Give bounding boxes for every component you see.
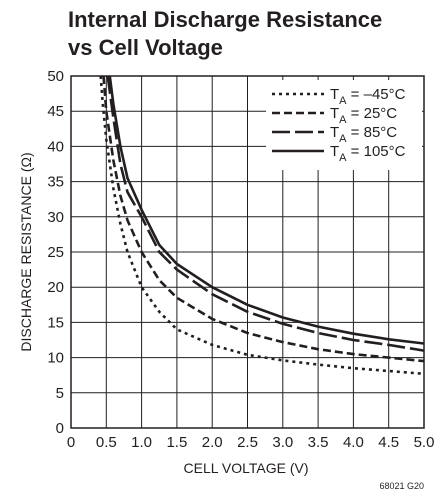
x-axis-ticks: 0 0.5 1.0 1.5 2.0 2.5 3.0 3.5 4.0 4.5 5.0	[67, 434, 435, 451]
chart-title-line-1: Internal Discharge Resistance	[68, 7, 382, 32]
y-tick-label: 20	[47, 279, 64, 296]
x-tick-label: 1.0	[131, 434, 152, 451]
legend: TA = –45°CTA = 25°CTA = 85°CTA = 105°C	[266, 80, 422, 170]
x-tick-label: 4.0	[343, 434, 364, 451]
x-tick-label: 0.5	[96, 434, 117, 451]
legend-label-4: TA = 105°C	[330, 143, 406, 164]
y-tick-label: 40	[47, 138, 64, 155]
y-axis-ticks: 0 5 10 15 20 25 30 35 40 45 50	[47, 68, 64, 437]
y-tick-label: 5	[56, 385, 64, 402]
data-series	[99, 75, 425, 376]
plot-grid	[70, 75, 425, 429]
legend-label-3: TA = 85°C	[330, 124, 397, 145]
y-tick-label: 25	[47, 244, 64, 261]
x-tick-label: 1.5	[166, 434, 187, 451]
x-tick-label: 5.0	[414, 434, 435, 451]
y-tick-label: 10	[47, 350, 64, 367]
y-tick-label: 30	[47, 209, 64, 226]
series-line-1	[99, 75, 425, 376]
plot-frame	[70, 75, 425, 429]
y-tick-label: 0	[56, 420, 64, 437]
y-tick-label: 15	[47, 314, 64, 331]
y-axis-label: DISCHARGE RESISTANCE (Ω)	[18, 152, 34, 351]
x-tick-label: 2.0	[202, 434, 223, 451]
series-line-2	[102, 75, 425, 363]
x-tick-label: 4.5	[378, 434, 399, 451]
legend-label-1: TA = –45°C	[330, 86, 406, 107]
chart-title-line-2: vs Cell Voltage	[68, 35, 223, 60]
x-tick-label: 2.5	[237, 434, 258, 451]
x-tick-label: 0	[67, 434, 75, 451]
series-line-4	[108, 75, 425, 345]
legend-background	[266, 80, 422, 170]
x-axis-label: CELL VOLTAGE (V)	[184, 460, 309, 476]
y-tick-label: 35	[47, 174, 64, 191]
y-tick-label: 50	[47, 68, 64, 85]
x-tick-label: 3.0	[272, 434, 293, 451]
figure-code: 68021 G20	[379, 481, 424, 491]
x-tick-label: 3.5	[308, 434, 329, 451]
series-line-3	[106, 75, 425, 352]
legend-label-2: TA = 25°C	[330, 105, 397, 126]
y-tick-label: 45	[47, 103, 64, 120]
